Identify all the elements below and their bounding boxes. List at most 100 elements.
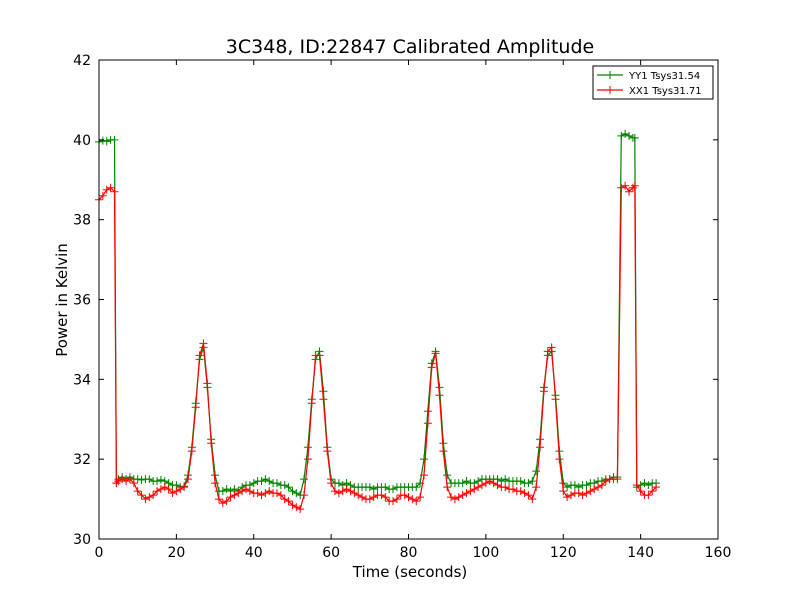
data-point bbox=[536, 443, 545, 452]
data-point bbox=[613, 475, 622, 484]
data-point bbox=[149, 491, 158, 500]
data-point bbox=[419, 471, 428, 480]
data-point bbox=[203, 379, 212, 388]
data-point bbox=[501, 475, 510, 484]
data-point bbox=[284, 497, 293, 506]
data-point bbox=[563, 483, 572, 492]
data-point bbox=[516, 477, 525, 486]
data-point bbox=[563, 493, 572, 502]
y-tick-label: 34 bbox=[73, 372, 91, 388]
data-point bbox=[640, 479, 649, 488]
x-tick-label: 120 bbox=[550, 545, 577, 561]
data-point bbox=[590, 485, 599, 494]
x-axis-label: Time (seconds) bbox=[352, 563, 468, 581]
data-point bbox=[493, 481, 502, 490]
data-point bbox=[450, 495, 459, 504]
data-point bbox=[586, 487, 595, 496]
data-point bbox=[330, 487, 339, 496]
y-axis-label: Power in Kelvin bbox=[53, 243, 71, 357]
chart-title: 3C348, ID:22847 Calibrated Amplitude bbox=[226, 36, 594, 58]
data-point bbox=[478, 481, 487, 490]
data-point bbox=[458, 479, 467, 488]
data-point bbox=[214, 495, 223, 504]
data-point bbox=[211, 479, 220, 488]
data-point bbox=[327, 479, 336, 488]
data-point bbox=[242, 485, 251, 494]
data-point bbox=[443, 471, 452, 480]
series-1 bbox=[95, 181, 661, 514]
data-point bbox=[621, 181, 630, 190]
data-point bbox=[508, 485, 517, 494]
data-point bbox=[532, 467, 541, 476]
data-point bbox=[539, 387, 548, 396]
data-point bbox=[566, 491, 575, 500]
data-point bbox=[284, 483, 293, 492]
y-tick-label: 30 bbox=[73, 532, 91, 548]
data-point bbox=[636, 487, 645, 496]
x-tick-label: 160 bbox=[705, 545, 732, 561]
data-point bbox=[404, 493, 413, 502]
data-point bbox=[300, 475, 309, 484]
data-point bbox=[106, 183, 115, 192]
axis-ticks: 0 20 40 60 80 100 120 140 160 30 32 34 36 38 40 42 bbox=[73, 53, 731, 561]
data-point bbox=[346, 487, 355, 496]
data-point bbox=[458, 491, 467, 500]
data-point bbox=[222, 485, 231, 494]
data-point bbox=[176, 485, 185, 494]
data-point bbox=[319, 395, 328, 404]
data-point bbox=[543, 347, 552, 356]
data-point bbox=[261, 489, 270, 498]
data-point bbox=[238, 487, 247, 496]
data-point bbox=[187, 447, 196, 456]
legend-swatch-marker bbox=[606, 71, 614, 79]
data-point bbox=[551, 395, 560, 404]
y-tick-label: 36 bbox=[73, 293, 91, 309]
data-point bbox=[207, 439, 216, 448]
data-point bbox=[253, 489, 262, 498]
data-point bbox=[112, 479, 121, 488]
data-point bbox=[400, 491, 409, 500]
data-point bbox=[257, 477, 266, 486]
legend-box bbox=[592, 65, 714, 100]
y-tick-label: 42 bbox=[73, 53, 91, 69]
data-point bbox=[412, 483, 421, 492]
data-point bbox=[122, 477, 131, 486]
data-point bbox=[191, 403, 200, 412]
data-point bbox=[114, 477, 123, 486]
data-point bbox=[125, 475, 134, 484]
data-point bbox=[234, 489, 243, 498]
data-point bbox=[601, 477, 610, 486]
data-point bbox=[245, 487, 254, 496]
legend-label: YY1 Tsys31.54 bbox=[628, 71, 700, 82]
data-point bbox=[625, 187, 634, 196]
x-tick-label: 60 bbox=[322, 545, 340, 561]
data-point bbox=[261, 475, 270, 484]
x-tick-label: 40 bbox=[245, 545, 263, 561]
plot-area bbox=[95, 129, 661, 514]
data-point bbox=[501, 483, 510, 492]
legend-label: XX1 Tsys31.71 bbox=[629, 86, 702, 97]
x-tick-label: 140 bbox=[627, 545, 654, 561]
data-point bbox=[485, 477, 494, 486]
data-point bbox=[180, 483, 189, 492]
data-point bbox=[427, 363, 436, 372]
data-point bbox=[303, 455, 312, 464]
data-point bbox=[218, 499, 227, 508]
data-point bbox=[419, 455, 428, 464]
data-point bbox=[342, 485, 351, 494]
x-tick-label: 0 bbox=[95, 545, 104, 561]
data-point bbox=[474, 483, 483, 492]
data-point bbox=[230, 491, 239, 500]
data-point bbox=[168, 489, 177, 498]
data-point bbox=[431, 349, 440, 358]
data-point bbox=[118, 475, 127, 484]
data-point bbox=[389, 497, 398, 506]
data-point bbox=[334, 489, 343, 498]
data-point bbox=[133, 475, 142, 484]
data-point bbox=[153, 487, 162, 496]
data-point bbox=[466, 487, 475, 496]
data-point bbox=[365, 483, 374, 492]
data-point bbox=[578, 491, 587, 500]
data-point bbox=[272, 479, 281, 488]
